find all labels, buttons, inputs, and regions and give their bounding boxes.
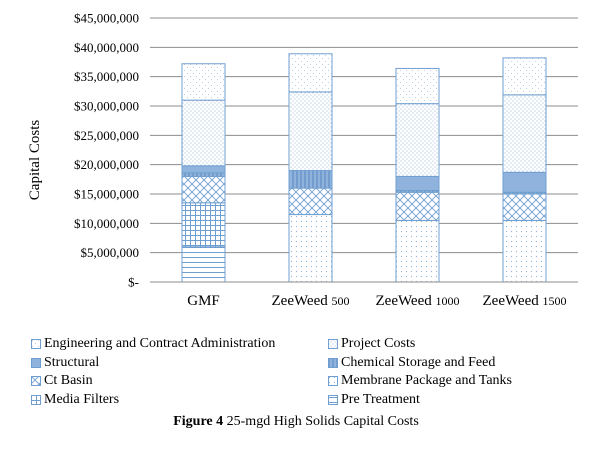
legend-swatch: [31, 394, 41, 405]
figure-caption: Figure 4 25-mgd High Solids Capital Cost…: [0, 414, 592, 430]
legend: Engineering and Contract Administration S…: [0, 336, 592, 410]
legend-swatch: [31, 376, 41, 386]
y-axis-label: Capital Costs: [27, 120, 43, 201]
legend-item-pre-treatment: Pre Treatment: [328, 392, 420, 408]
bar-segment-membrane-package-and-tanks: [288, 214, 333, 283]
bar-segment-structural: [395, 175, 440, 191]
bar-segment-engineering-and-contract-administration: [288, 53, 333, 93]
legend-item-membrane-package-and-tanks: Membrane Package and Tanks: [328, 373, 512, 389]
y-tick-label: $20,000,000: [74, 157, 139, 172]
legend-item-engineering-and-contract-administration: Engineering and Contract Administration: [31, 336, 275, 352]
y-tick-label: $35,000,000: [74, 69, 139, 84]
bars: [181, 53, 547, 283]
bar-segment-pre-treatment: [181, 246, 226, 283]
legend-swatch: [31, 339, 41, 349]
legend-label: Structural: [44, 354, 100, 370]
y-tick-label: $5,000,000: [81, 245, 140, 260]
legend-label: Engineering and Contract Administration: [44, 336, 276, 351]
legend-label: Chemical Storage and Feed: [341, 354, 496, 370]
bar-segment-membrane-package-and-tanks: [502, 219, 547, 283]
caption-label: Figure 4: [173, 414, 224, 429]
y-tick-label: $-: [128, 275, 139, 290]
bar-segment-ct-basin: [502, 193, 547, 221]
legend-swatch: [328, 339, 338, 349]
x-tick-label: ZeeWeed 1000: [376, 293, 460, 309]
legend-item-project-costs: Project Costs: [328, 336, 415, 352]
x-tick-labels: GMF ZeeWeed 500 ZeeWeed 1000 ZeeWeed 1500: [187, 293, 566, 309]
legend-swatch: [31, 357, 41, 368]
bar-segment-media-filters: [181, 202, 226, 248]
legend-label: Project Costs: [341, 336, 416, 351]
legend-swatch: [328, 394, 338, 405]
y-tick-label: $45,000,000: [74, 11, 139, 26]
legend-label: Pre Treatment: [341, 391, 420, 407]
y-tick-label: $10,000,000: [74, 216, 139, 231]
bar-segment-engineering-and-contract-administration: [395, 67, 440, 105]
caption-text: 25-mgd High Solids Capital Costs: [223, 414, 419, 429]
x-tick-label: ZeeWeed 500: [272, 293, 350, 309]
y-tick-label: $15,000,000: [74, 187, 139, 202]
bar-segment-project-costs: [502, 94, 547, 173]
x-tick-label: GMF: [187, 293, 220, 309]
legend-label: Ct Basin: [44, 373, 93, 388]
legend-swatch: [328, 376, 338, 386]
y-tick-labels: $- $5,000,000 $10,000,000 $15,000,000 $20,00…: [74, 11, 139, 290]
legend-label: Membrane Package and Tanks: [341, 373, 512, 388]
y-tick-label: $25,000,000: [74, 128, 139, 143]
bar-segment-chemical-storage-and-feed: [288, 170, 333, 189]
bar-segment-ct-basin: [288, 187, 333, 216]
legend-label: Media Filters: [44, 391, 120, 407]
bar-segment-structural: [502, 171, 547, 193]
bar-segment-structural: [181, 165, 226, 174]
y-tick-label: $40,000,000: [74, 40, 139, 55]
stacked-bar-chart: $- $5,000,000 $10,000,000 $15,000,000 $20,00…: [27, 11, 578, 309]
bar-segment-project-costs: [288, 91, 333, 172]
bar-segment-engineering-and-contract-administration: [502, 57, 547, 96]
legend-item-media-filters: Media Filters: [31, 392, 119, 408]
bar-segment-membrane-package-and-tanks: [395, 219, 440, 283]
legend-swatch: [328, 357, 338, 368]
bar-segment-chemical-storage-and-feed: [181, 172, 226, 177]
y-tick-label: $30,000,000: [74, 99, 139, 114]
x-tick-label: ZeeWeed 1500: [483, 293, 567, 309]
legend-item-structural: Structural: [31, 355, 99, 371]
legend-item-chemical-storage-and-feed: Chemical Storage and Feed: [328, 355, 495, 371]
bar-segment-engineering-and-contract-administration: [181, 63, 226, 101]
bar-segment-ct-basin: [181, 175, 226, 204]
bar-segment-ct-basin: [395, 191, 440, 221]
bar-segment-project-costs: [395, 103, 440, 177]
bar-segment-project-costs: [181, 99, 226, 167]
legend-item-ct-basin: Ct Basin: [31, 373, 93, 389]
